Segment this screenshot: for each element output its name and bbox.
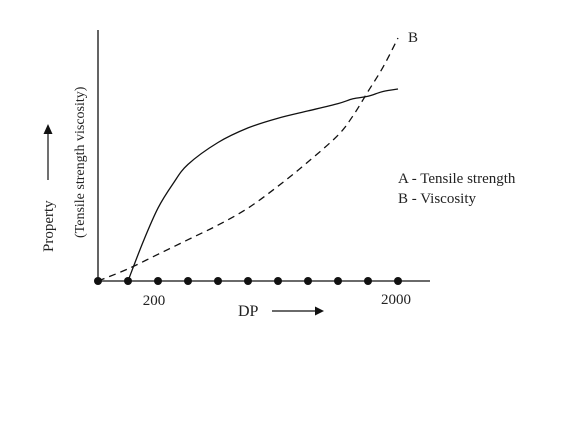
x-axis-label: DP — [238, 303, 259, 320]
x-marker-600 — [184, 277, 192, 285]
x-marker-200 — [124, 277, 132, 285]
x-marker-400 — [154, 277, 162, 285]
x-marker-1600 — [334, 277, 342, 285]
series-a-line — [127, 88, 399, 282]
y-axis-arrow — [43, 124, 53, 180]
x-tick-label-2000: 2000 — [381, 292, 411, 308]
x-tick-label-200: 200 — [143, 293, 166, 309]
x-marker-2000 — [394, 277, 402, 285]
x-marker-1400 — [304, 277, 312, 285]
x-marker-800 — [214, 277, 222, 285]
series-b-annotation: B — [408, 30, 418, 46]
x-marker-1200 — [274, 277, 282, 285]
x-marker-0 — [94, 277, 102, 285]
x-marker-1000 — [244, 277, 252, 285]
series-b-line — [97, 37, 399, 282]
legend-entry-tensile-strength: A - Tensile strength — [398, 171, 516, 187]
legend-entry-viscosity: B - Viscosity — [398, 191, 476, 207]
x-marker-1800 — [364, 277, 372, 285]
y-axis-sublabel: (Tensile strength viscosity) — [73, 86, 88, 238]
plot-area — [94, 30, 430, 285]
x-axis-arrow — [272, 306, 324, 316]
y-axis-label: Property — [41, 200, 57, 252]
